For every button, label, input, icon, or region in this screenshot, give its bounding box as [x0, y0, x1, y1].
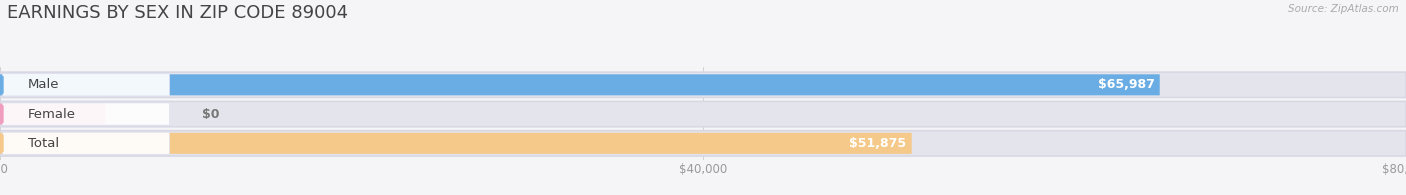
FancyBboxPatch shape	[0, 131, 1406, 156]
Text: Male: Male	[28, 78, 59, 91]
Text: $65,987: $65,987	[1098, 78, 1154, 91]
Text: $51,875: $51,875	[849, 137, 907, 150]
FancyBboxPatch shape	[0, 101, 1406, 127]
FancyBboxPatch shape	[0, 133, 911, 154]
FancyBboxPatch shape	[3, 74, 170, 96]
FancyBboxPatch shape	[3, 132, 170, 154]
Text: Source: ZipAtlas.com: Source: ZipAtlas.com	[1288, 4, 1399, 14]
FancyBboxPatch shape	[0, 74, 1160, 95]
Text: EARNINGS BY SEX IN ZIP CODE 89004: EARNINGS BY SEX IN ZIP CODE 89004	[7, 4, 349, 22]
FancyBboxPatch shape	[0, 72, 1406, 98]
Text: $0: $0	[202, 108, 219, 121]
Text: Female: Female	[28, 108, 76, 121]
Text: Total: Total	[28, 137, 59, 150]
FancyBboxPatch shape	[3, 103, 170, 125]
FancyBboxPatch shape	[0, 104, 105, 125]
